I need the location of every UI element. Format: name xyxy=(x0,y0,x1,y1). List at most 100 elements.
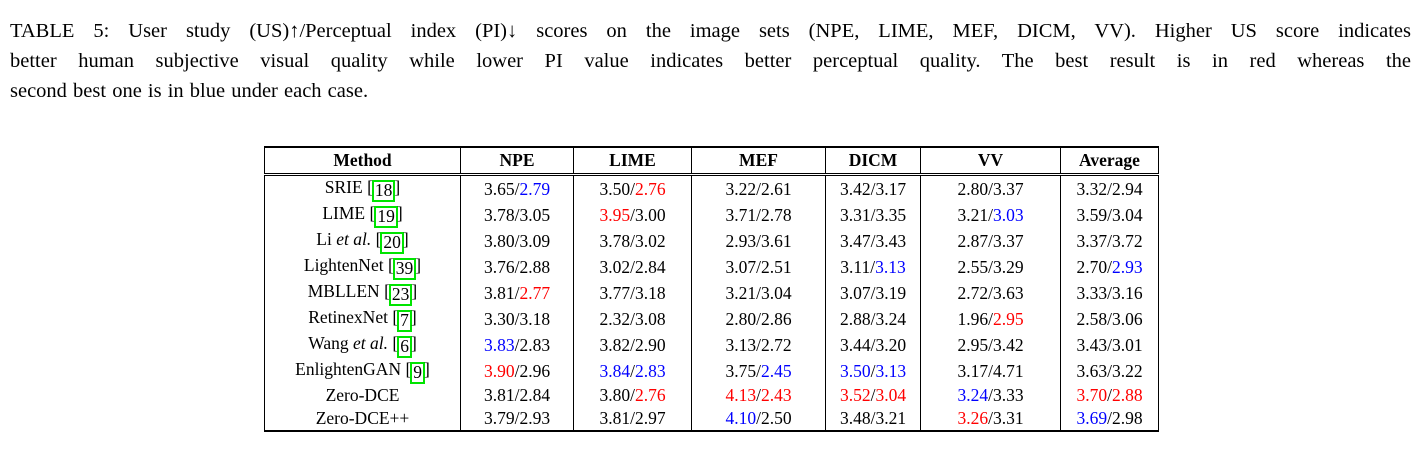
citation-link[interactable]: 19 xyxy=(374,206,398,228)
table-row: Zero-DCE++ 3.79/2.93 3.81/2.97 4.10/2.50 3.4… xyxy=(264,407,1159,431)
score-cell: 2.88/3.24 xyxy=(825,306,921,332)
us-score: 3.48 xyxy=(839,408,871,428)
pi-score: 3.08 xyxy=(634,308,666,329)
score-cell: 3.07/3.19 xyxy=(825,280,921,306)
pi-score: 3.00 xyxy=(634,204,666,225)
score-cell: 3.31/3.35 xyxy=(825,202,921,228)
us-score: 3.33 xyxy=(1076,282,1108,303)
score-cell: 3.50/2.76 xyxy=(573,174,692,202)
method-cell: SRIE [18] xyxy=(264,174,461,202)
pi-score: 2.43 xyxy=(760,385,792,405)
table-row: RetinexNet [7] 3.30/3.18 2.32/3.08 2.80/2.8… xyxy=(264,306,1159,332)
table-row: LightenNet [39] 3.76/2.88 3.02/2.84 3.07/2.… xyxy=(264,254,1159,280)
pi-score: 2.94 xyxy=(1111,178,1143,199)
table-row: SRIE [18] 3.65/2.79 3.50/2.76 3.22/2.61 3.42… xyxy=(264,174,1159,202)
us-score: 3.37 xyxy=(1076,230,1108,251)
score-cell: 3.24/3.33 xyxy=(920,384,1061,407)
citation-link[interactable]: 18 xyxy=(371,180,396,202)
method-name: Li xyxy=(316,229,332,249)
method-name: EnlightenGAN xyxy=(295,359,402,379)
us-score: 3.21 xyxy=(957,204,989,225)
etal-label: et al. xyxy=(348,333,388,353)
us-score: 2.95 xyxy=(957,334,989,355)
citation-link[interactable]: 7 xyxy=(397,310,412,332)
table-row: Zero-DCE 3.81/2.84 3.80/2.76 4.13/2.43 3.52/… xyxy=(264,384,1159,407)
pi-score: 3.20 xyxy=(875,334,907,355)
us-score: 3.63 xyxy=(1076,360,1108,381)
pi-score: 3.16 xyxy=(1111,282,1143,303)
us-score: 3.42 xyxy=(839,178,871,199)
score-cell: 3.37/3.72 xyxy=(1060,228,1159,254)
pi-score: 3.04 xyxy=(875,385,907,405)
us-score: 3.90 xyxy=(483,360,515,381)
pi-score: 2.86 xyxy=(760,308,792,329)
caption-line-2: better human subjective visual quality w… xyxy=(10,50,1411,72)
column-header-average: Average xyxy=(1060,147,1159,176)
score-cell: 3.43/3.01 xyxy=(1060,332,1159,358)
us-score: 3.13 xyxy=(725,334,757,355)
citation-link[interactable]: 39 xyxy=(392,258,417,280)
method-cell: RetinexNet [7] xyxy=(264,306,461,332)
us-score: 2.80 xyxy=(957,178,989,199)
score-cell: 3.02/2.84 xyxy=(573,254,692,280)
pi-score: 3.04 xyxy=(760,282,792,303)
us-score: 3.70 xyxy=(1076,385,1108,405)
score-cell: 3.81/2.77 xyxy=(460,280,574,306)
method-cell: Wang et al. [6] xyxy=(264,332,461,358)
pi-score: 2.93 xyxy=(1111,256,1143,277)
us-score: 3.79 xyxy=(483,408,515,428)
pi-score: 2.51 xyxy=(760,256,792,277)
pi-score: 3.31 xyxy=(992,408,1024,428)
us-score: 3.24 xyxy=(957,385,989,405)
us-score: 2.80 xyxy=(725,308,757,329)
pi-score: 3.01 xyxy=(1111,334,1143,355)
pi-score: 2.50 xyxy=(760,408,792,428)
score-cell: 2.55/3.29 xyxy=(920,254,1061,280)
us-score: 3.44 xyxy=(839,334,871,355)
us-score: 3.81 xyxy=(599,408,631,428)
score-cell: 3.22/2.61 xyxy=(691,174,826,202)
pi-score: 2.97 xyxy=(634,408,666,428)
method-cell: EnlightenGAN [9] xyxy=(264,358,461,384)
us-score: 3.78 xyxy=(483,204,515,225)
us-score: 3.76 xyxy=(483,256,515,277)
pi-score: 4.71 xyxy=(992,360,1024,381)
score-cell: 3.76/2.88 xyxy=(460,254,574,280)
column-header-lime: LIME xyxy=(573,147,692,176)
score-cell: 3.44/3.20 xyxy=(825,332,921,358)
method-cell: LIME [19] xyxy=(264,202,461,228)
citation-link[interactable]: 9 xyxy=(410,362,426,384)
us-score: 2.87 xyxy=(957,230,989,251)
column-header-dicm: DICM xyxy=(825,147,921,176)
us-score: 3.47 xyxy=(839,230,871,251)
us-score: 3.02 xyxy=(599,256,631,277)
pi-score: 3.29 xyxy=(992,256,1024,277)
citation-link[interactable]: 6 xyxy=(397,336,412,358)
method-name: Zero-DCE xyxy=(325,385,400,405)
column-header-vv: VV xyxy=(920,147,1061,176)
method-name: LightenNet xyxy=(303,255,384,275)
us-score: 3.84 xyxy=(599,360,631,381)
us-score: 3.65 xyxy=(483,178,515,199)
us-score: 3.50 xyxy=(839,360,871,381)
us-score: 3.07 xyxy=(725,256,757,277)
score-cell: 3.80/2.76 xyxy=(573,384,692,407)
pi-score: 3.21 xyxy=(875,408,907,428)
pi-score: 3.13 xyxy=(875,360,907,381)
score-cell: 3.80/3.09 xyxy=(460,228,574,254)
pi-score: 3.18 xyxy=(519,308,551,329)
citation-link[interactable]: 20 xyxy=(380,232,404,254)
us-score: 3.22 xyxy=(725,178,757,199)
score-cell: 3.13/2.72 xyxy=(691,332,826,358)
score-cell: 3.78/3.02 xyxy=(573,228,692,254)
pi-score: 3.06 xyxy=(1111,308,1143,329)
etal-label: et al. xyxy=(331,229,372,249)
score-cell: 2.72/3.63 xyxy=(920,280,1061,306)
table-body: SRIE [18] 3.65/2.79 3.50/2.76 3.22/2.61 3.42… xyxy=(264,174,1159,431)
pi-score: 3.18 xyxy=(634,282,666,303)
score-cell: 2.58/3.06 xyxy=(1060,306,1159,332)
us-score: 2.55 xyxy=(957,256,989,277)
results-table: Method NPE LIME MEF DICM VV Average SRIE [18] 3… xyxy=(264,146,1159,432)
pi-score: 3.61 xyxy=(760,230,792,251)
citation-link[interactable]: 23 xyxy=(388,284,413,306)
